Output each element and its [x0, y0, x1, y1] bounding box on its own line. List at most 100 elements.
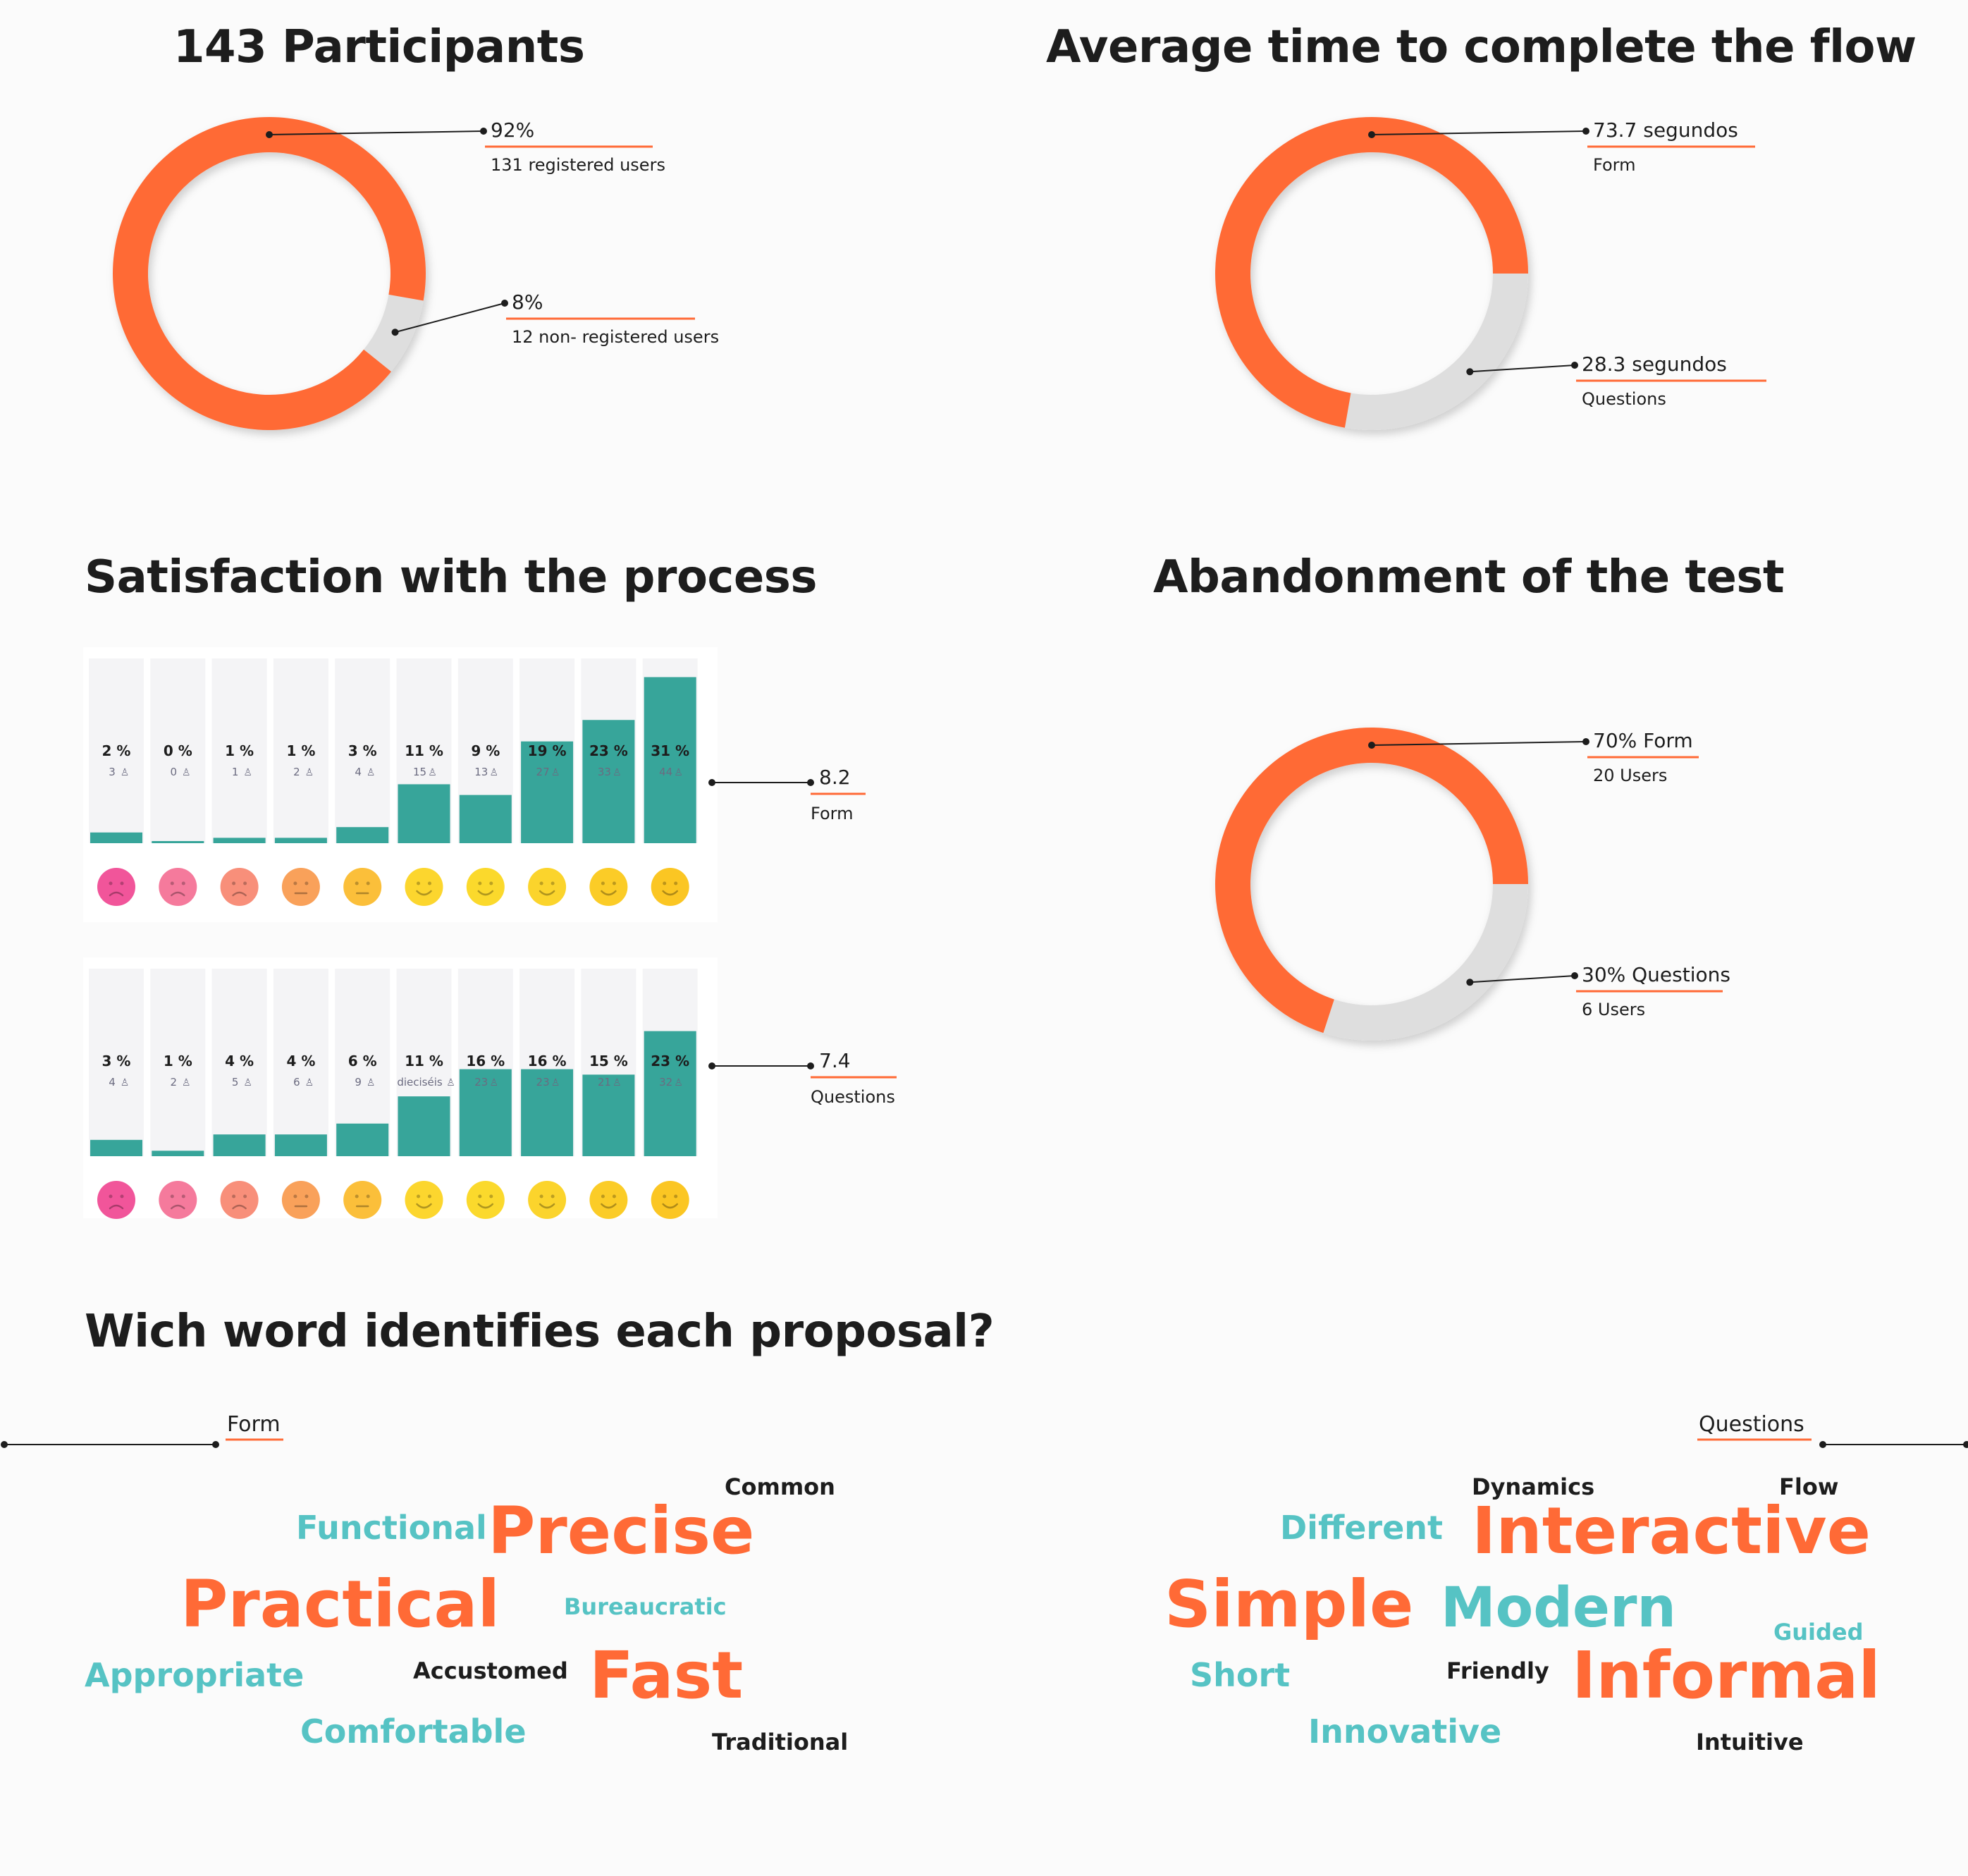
bar-count-label: 32	[659, 1076, 672, 1089]
bar-pct-label: 4 %	[286, 1053, 315, 1069]
word-fast: Fast	[589, 1638, 743, 1713]
word-innovative: Innovative	[1308, 1712, 1501, 1751]
bar-column-bg	[150, 969, 206, 1156]
bar-count-label: 21	[598, 1076, 611, 1089]
word-short: Short	[1190, 1656, 1290, 1694]
bar-10	[644, 1031, 696, 1156]
bar-7	[459, 795, 512, 843]
word-modern: Modern	[1441, 1576, 1676, 1640]
bar-pct-label: 3 %	[102, 1053, 131, 1069]
satisfaction-face-icon	[220, 1181, 259, 1219]
word-functional: Functional	[296, 1509, 487, 1547]
bar-count-label: 23	[474, 1076, 488, 1089]
donut-label-1: 28.3 segundos Questions	[1466, 352, 1766, 409]
bar-count-label: 15	[413, 766, 426, 778]
donut-value-label: 30% Questions	[1582, 963, 1730, 986]
bar-pct-label: 0 %	[164, 742, 192, 759]
bar-9	[582, 1074, 635, 1156]
participants-donut-chart: 8% 12 non- registered users 92% 131 registe…	[113, 117, 719, 431]
bar-column-bg	[89, 969, 144, 1156]
donut-value-label: 70% Form	[1593, 729, 1693, 752]
satisfaction-score-label: 7.4 Questions	[708, 1049, 897, 1107]
svg-text:♙: ♙	[428, 767, 437, 778]
donut-value-label: 28.3 segundos	[1582, 352, 1727, 376]
donut-slice-1	[1344, 274, 1528, 430]
bar-column-bg	[211, 658, 267, 843]
bar-count-label: 23	[536, 1076, 550, 1089]
bar-count-label: 0	[171, 766, 178, 778]
bar-2	[152, 841, 204, 843]
words-title: Wich word identifies each proposal?	[85, 1306, 995, 1358]
satisfaction-face-icon	[220, 868, 259, 906]
svg-text:♙: ♙	[674, 767, 683, 778]
bar-count-label: 9	[355, 1076, 362, 1089]
svg-text:♙: ♙	[243, 1077, 252, 1089]
donut-category-label: 20 Users	[1593, 766, 1667, 785]
satisfaction-face-icon	[466, 868, 505, 906]
donut-label-2: 70% Form 20 Users	[1368, 729, 1699, 785]
bar-6	[398, 1096, 450, 1156]
bar-pct-label: 9 %	[471, 742, 500, 759]
satisfaction-face-icon	[466, 1181, 505, 1219]
svg-text:♙: ♙	[551, 767, 560, 778]
bar-count-label: 44	[659, 766, 672, 778]
bar-pct-label: 11 %	[405, 742, 443, 759]
bar-9	[582, 720, 635, 843]
svg-text:7.4: 7.4	[819, 1049, 851, 1072]
word-practical: Practical	[180, 1567, 500, 1642]
bar-pct-label: 11 %	[405, 1053, 443, 1069]
word-intuitive: Intuitive	[1696, 1729, 1804, 1755]
participants-title: 143 Participants	[173, 21, 585, 73]
donut-category-label: Questions	[1582, 389, 1666, 409]
donut-slice-2	[113, 117, 426, 431]
bar-column-bg	[335, 658, 390, 843]
donut-slice-1	[1323, 884, 1528, 1041]
word-guided: Guided	[1773, 1619, 1864, 1645]
bar-count-label: 4	[355, 766, 362, 778]
svg-text:♙: ♙	[305, 1077, 314, 1089]
satisfaction-face-icon	[281, 868, 320, 906]
bar-3	[213, 1134, 266, 1156]
bar-pct-label: 19 %	[528, 742, 567, 759]
bar-10	[644, 677, 696, 843]
donut-category-label: 6 Users	[1582, 1000, 1645, 1019]
svg-text:♙: ♙	[490, 1077, 499, 1089]
word-cloud-series-label: Form	[1, 1412, 283, 1448]
word-appropriate: Appropriate	[85, 1656, 304, 1694]
bar-count-label: 13	[474, 766, 488, 778]
word-comfortable: Comfortable	[300, 1712, 527, 1751]
satisfaction-face-icon	[343, 1181, 382, 1219]
svg-text:Form: Form	[811, 804, 853, 823]
bar-count-label: dieciséis	[397, 1076, 443, 1089]
bar-pct-label: 15 %	[589, 1053, 628, 1069]
satisfaction-face-icon	[159, 868, 197, 906]
svg-text:♙: ♙	[182, 1077, 191, 1089]
bar-column-bg	[211, 969, 267, 1156]
word-cloud-series-label: Questions	[1697, 1412, 1968, 1448]
svg-text:♙: ♙	[182, 767, 191, 778]
bar-column-bg	[273, 969, 328, 1156]
bar-pct-label: 16 %	[528, 1053, 567, 1069]
satisfaction-face-icon	[97, 1181, 135, 1219]
word-precise: Precise	[488, 1493, 754, 1569]
svg-text:♙: ♙	[613, 767, 622, 778]
satisfaction-face-icon	[405, 1181, 443, 1219]
bar-column-bg	[150, 658, 206, 843]
word-common: Common	[725, 1473, 835, 1500]
bar-8	[521, 741, 574, 843]
bar-1	[90, 1139, 142, 1156]
svg-text:♙: ♙	[367, 767, 376, 778]
bar-count-label: 1	[232, 766, 239, 778]
satisfaction-face-icon	[528, 1181, 567, 1219]
word-traditional: Traditional	[712, 1729, 848, 1755]
svg-text:♙: ♙	[446, 1077, 455, 1089]
svg-text:♙: ♙	[674, 1077, 683, 1089]
bar-pct-label: 1 %	[225, 742, 254, 759]
avg-time-title: Average time to complete the flow	[1046, 21, 1917, 73]
bar-count-label: 2	[293, 766, 300, 778]
svg-text:♙: ♙	[613, 1077, 622, 1089]
bar-pct-label: 4 %	[225, 1053, 254, 1069]
bar-pct-label: 23 %	[589, 742, 628, 759]
bar-pct-label: 3 %	[348, 742, 377, 759]
avg-time-donut-chart: 28.3 segundos Questions 73.7 segundos Form	[1215, 116, 1766, 430]
